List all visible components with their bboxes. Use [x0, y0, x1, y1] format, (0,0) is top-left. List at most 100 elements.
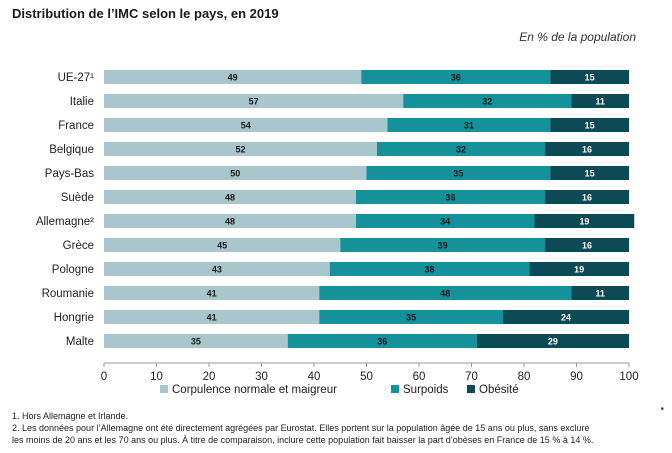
- bar-segment: [104, 118, 388, 132]
- bar-segment: [476, 334, 629, 348]
- bar-segment: [340, 238, 545, 252]
- bar-segment: [403, 94, 572, 108]
- bar-segment: [377, 142, 545, 156]
- data-label: 19: [579, 217, 589, 227]
- x-tick-label: 70: [465, 371, 478, 383]
- data-label: 41: [207, 313, 217, 323]
- bar-segment: [366, 166, 551, 180]
- bar-segment: [356, 214, 535, 228]
- bar-segment: [550, 118, 629, 132]
- bar-segment: [545, 238, 629, 252]
- bar-segment: [356, 190, 545, 204]
- data-label: 32: [482, 97, 492, 107]
- category-label: Roumanie: [42, 288, 94, 300]
- data-label: 39: [438, 241, 448, 251]
- bar-segment: [104, 166, 367, 180]
- data-label: 16: [582, 241, 592, 251]
- bar-segment: [319, 310, 503, 324]
- x-tick-label: 90: [570, 371, 583, 383]
- x-tick-label: 60: [413, 371, 426, 383]
- legend-label: Obésité: [479, 384, 519, 396]
- category-label: Malte: [66, 336, 94, 348]
- footnote-2: 2. Les données pour l’Allemagne ont été …: [12, 423, 590, 433]
- category-label: Belgique: [49, 144, 94, 156]
- data-label: 15: [585, 73, 595, 83]
- x-tick-label: 0: [101, 371, 107, 383]
- data-label: 32: [456, 145, 466, 155]
- category-label: Pologne: [52, 264, 94, 276]
- data-label: 36: [377, 337, 387, 347]
- legend-swatch: [160, 385, 168, 393]
- data-label: 35: [191, 337, 201, 347]
- x-tick-label: 40: [308, 371, 321, 383]
- data-label: 24: [561, 313, 571, 323]
- data-label: 38: [424, 265, 434, 275]
- bar-segment: [550, 70, 629, 84]
- bar-segment: [104, 262, 330, 276]
- footnotes: 1. Hors Allemagne et Irlande. 2. Les don…: [12, 410, 662, 446]
- bar-segment: [104, 70, 362, 84]
- bar-segment: [571, 286, 629, 300]
- data-label: 19: [574, 265, 584, 275]
- x-tick-label: 30: [255, 371, 268, 383]
- data-label: 31: [464, 121, 474, 131]
- data-label: 57: [249, 97, 259, 107]
- category-label: Grèce: [63, 240, 94, 252]
- bar-segment: [361, 70, 551, 84]
- legend-label: Surpoids: [403, 384, 449, 396]
- data-label: 16: [582, 193, 592, 203]
- data-label: 35: [406, 313, 416, 323]
- category-label: Italie: [70, 96, 94, 108]
- footnote-2-continued: les moins de 20 ans et les 70 ans ou plu…: [12, 435, 594, 445]
- category-label: Hongrie: [54, 312, 94, 324]
- bar-segment: [104, 286, 320, 300]
- data-label: 15: [585, 169, 595, 179]
- footnote-1: 1. Hors Allemagne et Irlande.: [12, 411, 129, 421]
- data-label: 41: [207, 289, 217, 299]
- bar-segment: [550, 166, 629, 180]
- category-label: Allemagne²: [36, 216, 94, 228]
- x-tick-label: 80: [518, 371, 531, 383]
- data-label: 36: [445, 193, 455, 203]
- category-label: UE-27¹: [58, 72, 95, 84]
- bar-segment: [104, 190, 356, 204]
- bar-segment: [104, 238, 341, 252]
- data-label: 16: [582, 145, 592, 155]
- bar-segment: [104, 310, 320, 324]
- data-label: 48: [225, 217, 235, 227]
- chart-subtitle: En % de la population: [519, 30, 636, 44]
- data-label: 48: [440, 289, 450, 299]
- data-label: 50: [230, 169, 240, 179]
- data-label: 11: [595, 289, 605, 299]
- data-label: 11: [595, 97, 605, 107]
- data-label: 34: [440, 217, 450, 227]
- data-label: 45: [217, 241, 227, 251]
- bar-segment: [571, 94, 629, 108]
- bar-segment: [545, 190, 629, 204]
- x-tick-label: 10: [150, 371, 163, 383]
- data-label: 29: [548, 337, 558, 347]
- bar-segment: [319, 286, 572, 300]
- bar-segment: [534, 214, 635, 228]
- stacked-bar-chart: UE-27¹ 49 36 15 Italie 57 32 11 France 54 31 15 Belg…: [36, 70, 639, 396]
- data-label: 36: [451, 73, 461, 83]
- category-label: France: [58, 120, 94, 132]
- data-label: 48: [225, 193, 235, 203]
- x-tick-label: 100: [619, 371, 638, 383]
- data-label: 49: [228, 73, 238, 83]
- category-label: Suède: [61, 192, 94, 204]
- legend-swatch: [391, 385, 399, 393]
- data-label: 43: [212, 265, 222, 275]
- data-label: 15: [585, 121, 595, 131]
- bar-segment: [104, 334, 288, 348]
- bar-segment: [545, 142, 629, 156]
- category-label: Pays-Bas: [45, 168, 94, 180]
- bar-segment: [503, 310, 629, 324]
- bar-segment: [529, 262, 629, 276]
- corner-mark: •: [660, 404, 664, 415]
- data-label: 52: [235, 145, 245, 155]
- legend-swatch: [467, 385, 475, 393]
- data-label: 35: [453, 169, 463, 179]
- bar-segment: [104, 214, 356, 228]
- bar-segment: [104, 142, 377, 156]
